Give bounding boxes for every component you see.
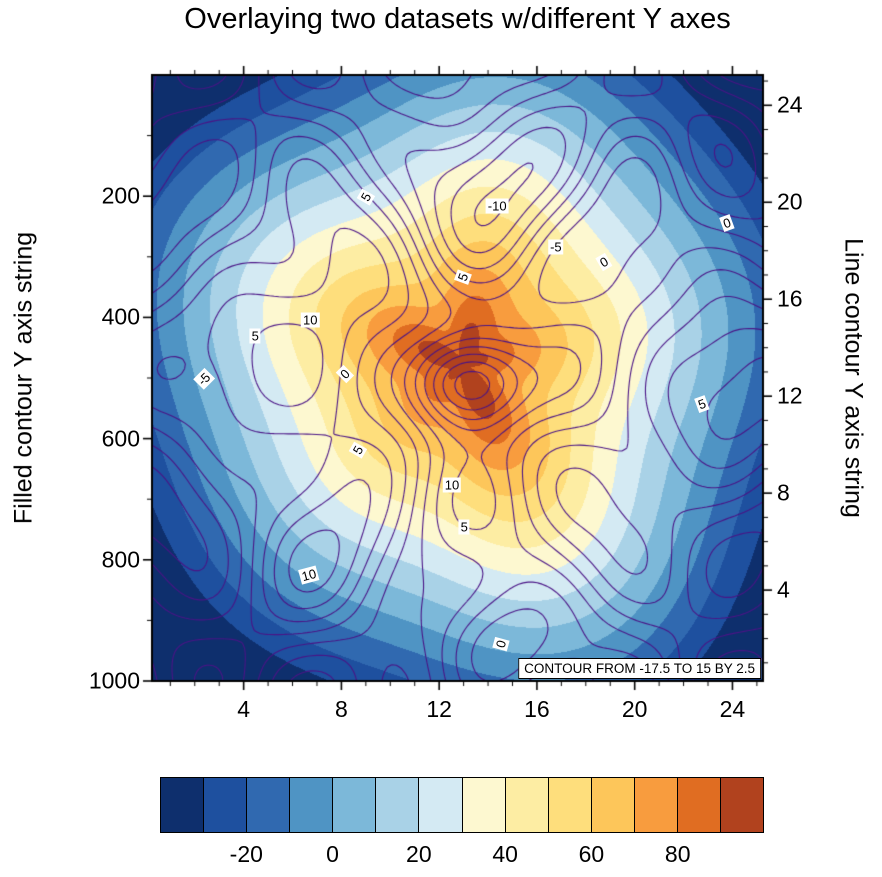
colorbar-segment <box>418 778 462 832</box>
colorbar-segment <box>203 778 247 832</box>
chart-title: Overlaying two datasets w/different Y ax… <box>184 3 731 35</box>
left-axis-title: Filled contour Y axis string <box>9 231 38 525</box>
colorbar-segment <box>161 778 204 832</box>
colorbar <box>160 777 764 833</box>
colorbar-segment <box>332 778 376 832</box>
colorbar-segment <box>676 778 721 832</box>
colorbar-segment <box>547 778 591 832</box>
contour-info-box: CONTOUR FROM -17.5 TO 15 BY 2.5 <box>518 658 761 679</box>
colorbar-segment <box>633 778 677 832</box>
colorbar-segment <box>289 778 333 832</box>
colorbar-segment <box>720 778 764 832</box>
colorbar-segment <box>375 778 419 832</box>
right-axis-title: Line contour Y axis string <box>839 238 868 518</box>
colorbar-segment <box>246 778 290 832</box>
colorbar-segment <box>590 778 634 832</box>
colorbar-segment <box>504 778 548 832</box>
colorbar-segment <box>461 778 505 832</box>
